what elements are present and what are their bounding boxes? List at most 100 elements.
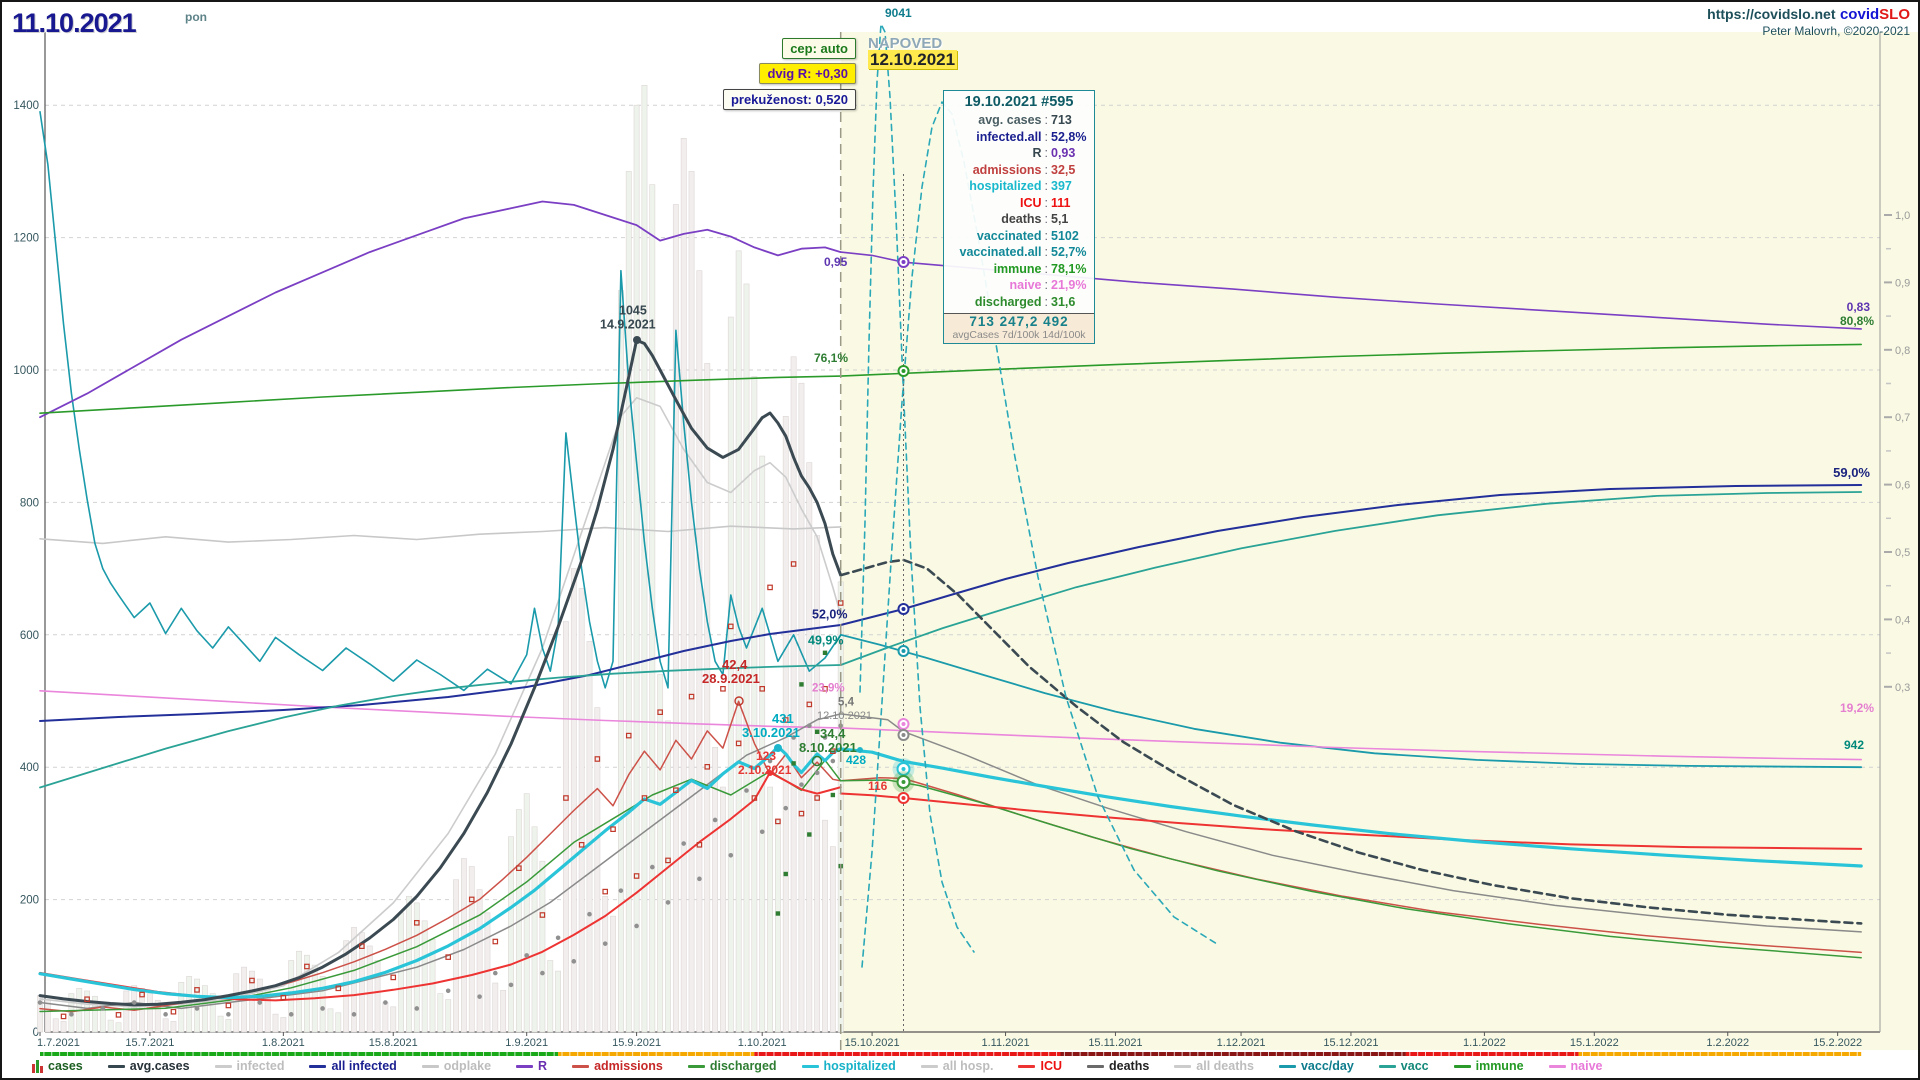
y-axis-left-label: 600	[20, 630, 39, 642]
deaths-scatter-dot	[650, 864, 655, 870]
legend-item-vacc[interactable]: vacc	[1378, 1059, 1429, 1073]
setting-tag-prekuzenost[interactable]: prekuženost: 0,520	[722, 89, 856, 110]
legend-item-immune[interactable]: immune	[1453, 1059, 1524, 1073]
admissions-scatter-square	[280, 994, 287, 1001]
legend-item-odplake[interactable]: odplake	[421, 1059, 491, 1073]
daily-cases-bar	[806, 462, 813, 1033]
series-line-avg_f	[839, 558, 1863, 925]
daily-cases-bar	[60, 1021, 67, 1033]
admissions-scatter-square	[759, 685, 766, 692]
chart-annotation: 431	[772, 711, 794, 726]
deaths-scatter-dot	[257, 1000, 263, 1005]
legend-item-all-hosp-[interactable]: all hosp.	[920, 1059, 993, 1073]
brand-covid: covid	[1839, 6, 1880, 23]
legend-line-swatch	[421, 1064, 439, 1068]
chart-annotation: 59,0%	[1833, 465, 1870, 480]
daily-cases-bar	[570, 568, 577, 1033]
legend-item-all-infected[interactable]: all infected	[309, 1059, 397, 1073]
legend-line-swatch	[920, 1064, 938, 1068]
admissions-scatter-square	[492, 938, 499, 945]
x-axis-label: 1.8.2021	[262, 1037, 305, 1049]
header-right: https://covidslo.net covidSLO Peter Malo…	[1707, 6, 1910, 40]
legend-item-deaths[interactable]: deaths	[1087, 1059, 1149, 1073]
deaths-scatter-dot	[830, 758, 836, 764]
series-line-disch_f	[839, 779, 1862, 959]
series-line-immune	[39, 375, 842, 415]
legend-item-icu[interactable]: ICU	[1018, 1059, 1062, 1073]
peak-marker-dot	[774, 744, 782, 752]
forecast-label: NAPOVED	[868, 35, 943, 52]
y-axis-right-label: 0,7	[1895, 412, 1910, 424]
legend-item-infected[interactable]: infected	[214, 1059, 284, 1073]
admissions-scatter-square	[170, 1008, 177, 1015]
discharged-scatter-square	[830, 792, 836, 798]
legend-item-cases[interactable]: cases	[32, 1059, 83, 1073]
daily-cases-bar	[107, 1019, 114, 1033]
x-axis-label: 15.8.2021	[369, 1037, 418, 1049]
daily-cases-bar	[374, 960, 381, 1033]
x-axis-label: 15.11.2021	[1088, 1037, 1142, 1049]
y-axis-right-label: 0,5	[1895, 547, 1910, 559]
admissions-scatter-square	[673, 787, 679, 794]
discharged-scatter-square	[783, 871, 788, 877]
daily-cases-bar	[539, 860, 546, 1033]
admissions-scatter-square	[688, 693, 695, 700]
admissions-scatter-square	[775, 818, 781, 825]
admissions-scatter-square	[115, 1012, 122, 1018]
chart-annotation: 942	[1844, 738, 1864, 752]
y-axis-left-label: 1400	[13, 100, 39, 112]
legend-item-r[interactable]: R	[516, 1059, 547, 1073]
admissions-scatter-square	[625, 732, 632, 739]
series-line-naive_f	[839, 727, 1862, 761]
chart-annotation: 5,4	[838, 697, 855, 709]
x-axis-label: 15.9.2021	[612, 1037, 661, 1049]
series-line-vacc	[39, 664, 842, 789]
legend-item-admissions[interactable]: admissions	[572, 1059, 663, 1073]
admissions-scatter-square	[468, 896, 475, 903]
daily-cases-bar	[586, 641, 593, 1033]
legend-item-avg-cases[interactable]: avg.cases	[107, 1059, 190, 1073]
daily-cases-bar	[44, 999, 51, 1033]
legend-line-swatch	[1278, 1064, 1296, 1068]
daily-cases-bar	[547, 960, 554, 1033]
forecast-infobox: 19.10.2021 #595 avg. cases:713 infected.a…	[943, 90, 1095, 344]
daily-cases-bar	[680, 138, 687, 1033]
chart-annotation: 1045	[619, 304, 647, 318]
deaths-scatter-dot	[163, 1012, 168, 1017]
daily-cases-bar	[201, 985, 208, 1033]
discharged-scatter-square	[775, 911, 781, 916]
admissions-scatter-square	[814, 795, 820, 801]
daily-cases-bar	[602, 895, 609, 1033]
setting-tag-cep[interactable]: cep: auto	[782, 38, 856, 59]
daily-cases-bar	[665, 720, 671, 1033]
site-url-link[interactable]: https://covidslo.net	[1707, 6, 1836, 22]
admissions-scatter-square	[798, 810, 805, 817]
daily-cases-bar	[790, 356, 797, 1033]
daily-cases-bar	[625, 171, 632, 1033]
infobox-footer: 713 247,2 492 avgCases 7d/100k 14d/100k	[944, 313, 1094, 343]
admissions-scatter-square	[822, 685, 828, 692]
legend-item-hospitalized[interactable]: hospitalized	[801, 1059, 896, 1073]
forecast-marker-dot	[901, 649, 906, 653]
x-axis-label: 15.2.2022	[1813, 1037, 1862, 1049]
legend-item-discharged[interactable]: discharged	[687, 1059, 777, 1073]
legend-line-swatch	[1453, 1064, 1471, 1068]
admissions-scatter-square	[84, 996, 90, 1003]
legend-line-swatch	[1018, 1064, 1036, 1068]
admissions-scatter-square	[751, 795, 758, 801]
legend-item-naive[interactable]: naive	[1548, 1059, 1603, 1073]
y-axis-left-label: 1000	[13, 365, 39, 377]
admissions-scatter-square	[335, 985, 342, 992]
infobox-footer-caption: avgCases 7d/100k 14d/100k	[952, 329, 1086, 341]
legend-item-vacc-day[interactable]: vacc/day	[1278, 1059, 1354, 1073]
infobox-row-admissions: admissions:32,5	[972, 162, 1076, 177]
admissions-scatter-square	[767, 584, 773, 591]
setting-tag-dvig-r[interactable]: dvig R: +0,30	[759, 63, 856, 84]
page-title-date: 11.10.2021	[12, 8, 137, 38]
y-axis-right-label: 0,8	[1895, 345, 1910, 357]
legend-item-all-deaths[interactable]: all deaths	[1174, 1059, 1254, 1073]
series-line-deaths	[39, 713, 842, 1010]
legend-line-swatch	[801, 1064, 819, 1068]
discharged-scatter-square	[791, 761, 796, 766]
